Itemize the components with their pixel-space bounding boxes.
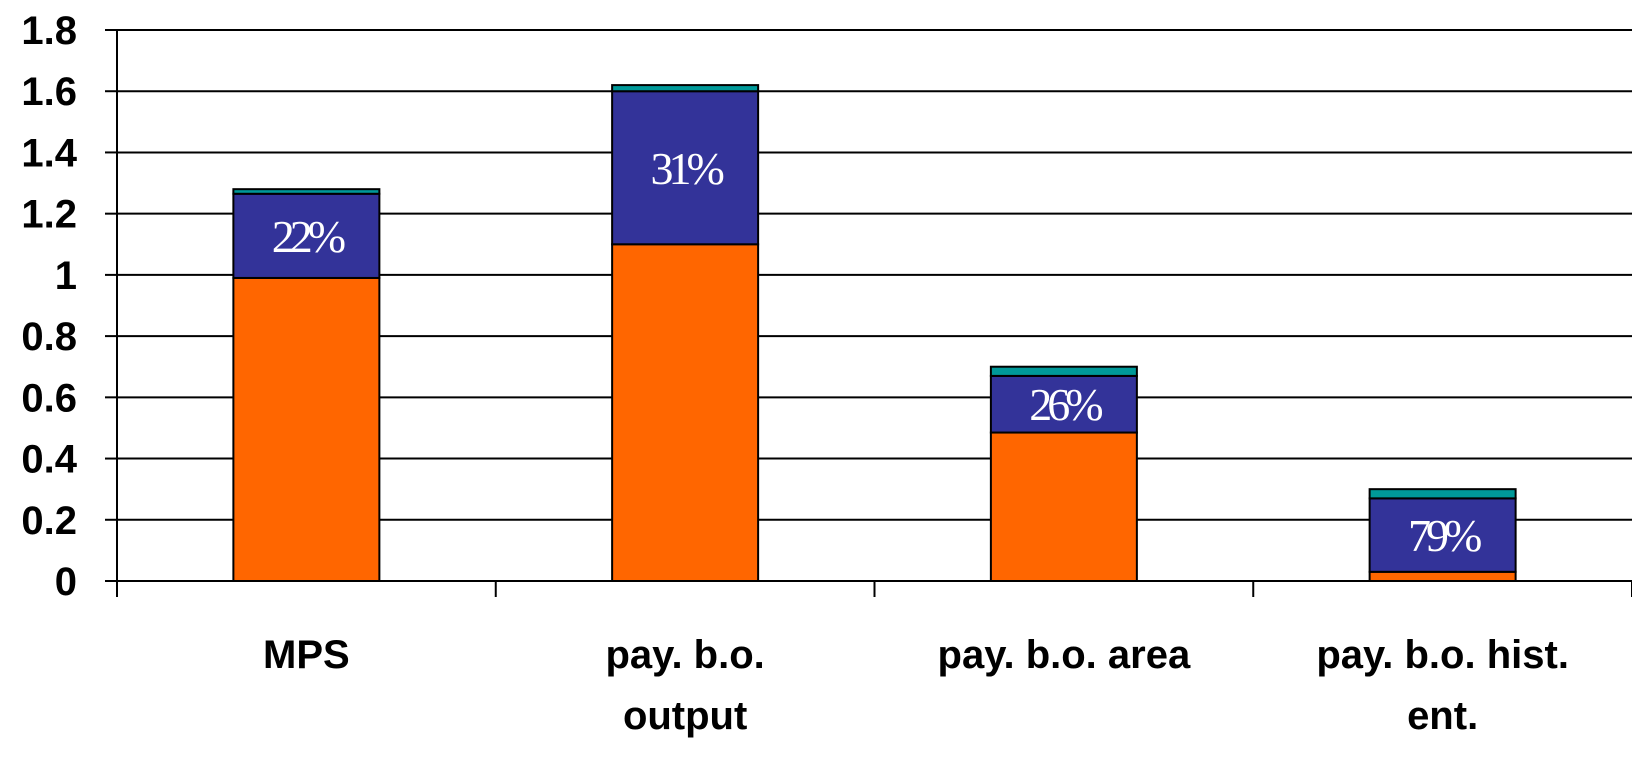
y-tick-labels: 0 0.2 0.4 0.6 0.8 1 1.2 1.4 1.6 1.8 <box>21 9 77 604</box>
bar-segment-1 <box>611 243 760 582</box>
y-tick-label: 1 <box>55 254 77 298</box>
y-tick-label: 1.2 <box>21 193 77 237</box>
x-tick-label: MPS <box>263 633 350 677</box>
bar-segment-1 <box>232 276 381 582</box>
bar-segment-3 <box>611 84 760 93</box>
x-tick-label: pay. b.o. <box>605 633 764 677</box>
data-label: 31% <box>650 143 723 194</box>
x-tick-label: pay. b.o. hist. <box>1316 633 1569 677</box>
y-tick-label: 0.8 <box>21 315 77 359</box>
y-tick-label: 1.8 <box>21 9 77 53</box>
data-label: 26% <box>1029 379 1102 430</box>
bar-segment-3 <box>989 365 1138 377</box>
bar-segment-1 <box>989 431 1138 582</box>
y-tick-label: 0.6 <box>21 376 77 420</box>
bar-segment-2 <box>232 192 381 279</box>
bar-segment-1 <box>1368 570 1517 582</box>
y-tick-label: 1.6 <box>21 70 77 114</box>
x-tick-label: pay. b.o. area <box>938 633 1191 677</box>
x-tick-label: output <box>623 694 747 738</box>
bars <box>232 84 1517 582</box>
bar-segment-2 <box>1368 497 1517 573</box>
y-tick-label: 1.4 <box>21 131 77 175</box>
data-labels: 22% 31% 26% 79% <box>272 143 1486 561</box>
y-tick-label: 0.4 <box>21 438 77 482</box>
y-tick-label: 0 <box>55 560 77 604</box>
x-tick-labels: MPS pay. b.o. output pay. b.o. area pay. b.o… <box>263 633 1569 738</box>
x-tick-label: ent. <box>1407 694 1478 738</box>
bar-segment-2 <box>611 90 760 246</box>
bar-segment-3 <box>232 188 381 195</box>
y-tick-label: 0.2 <box>21 499 77 543</box>
axes <box>105 29 1632 597</box>
data-label: 22% <box>272 211 345 262</box>
bar-segment-3 <box>1368 488 1517 500</box>
data-label: 79% <box>1408 510 1481 561</box>
